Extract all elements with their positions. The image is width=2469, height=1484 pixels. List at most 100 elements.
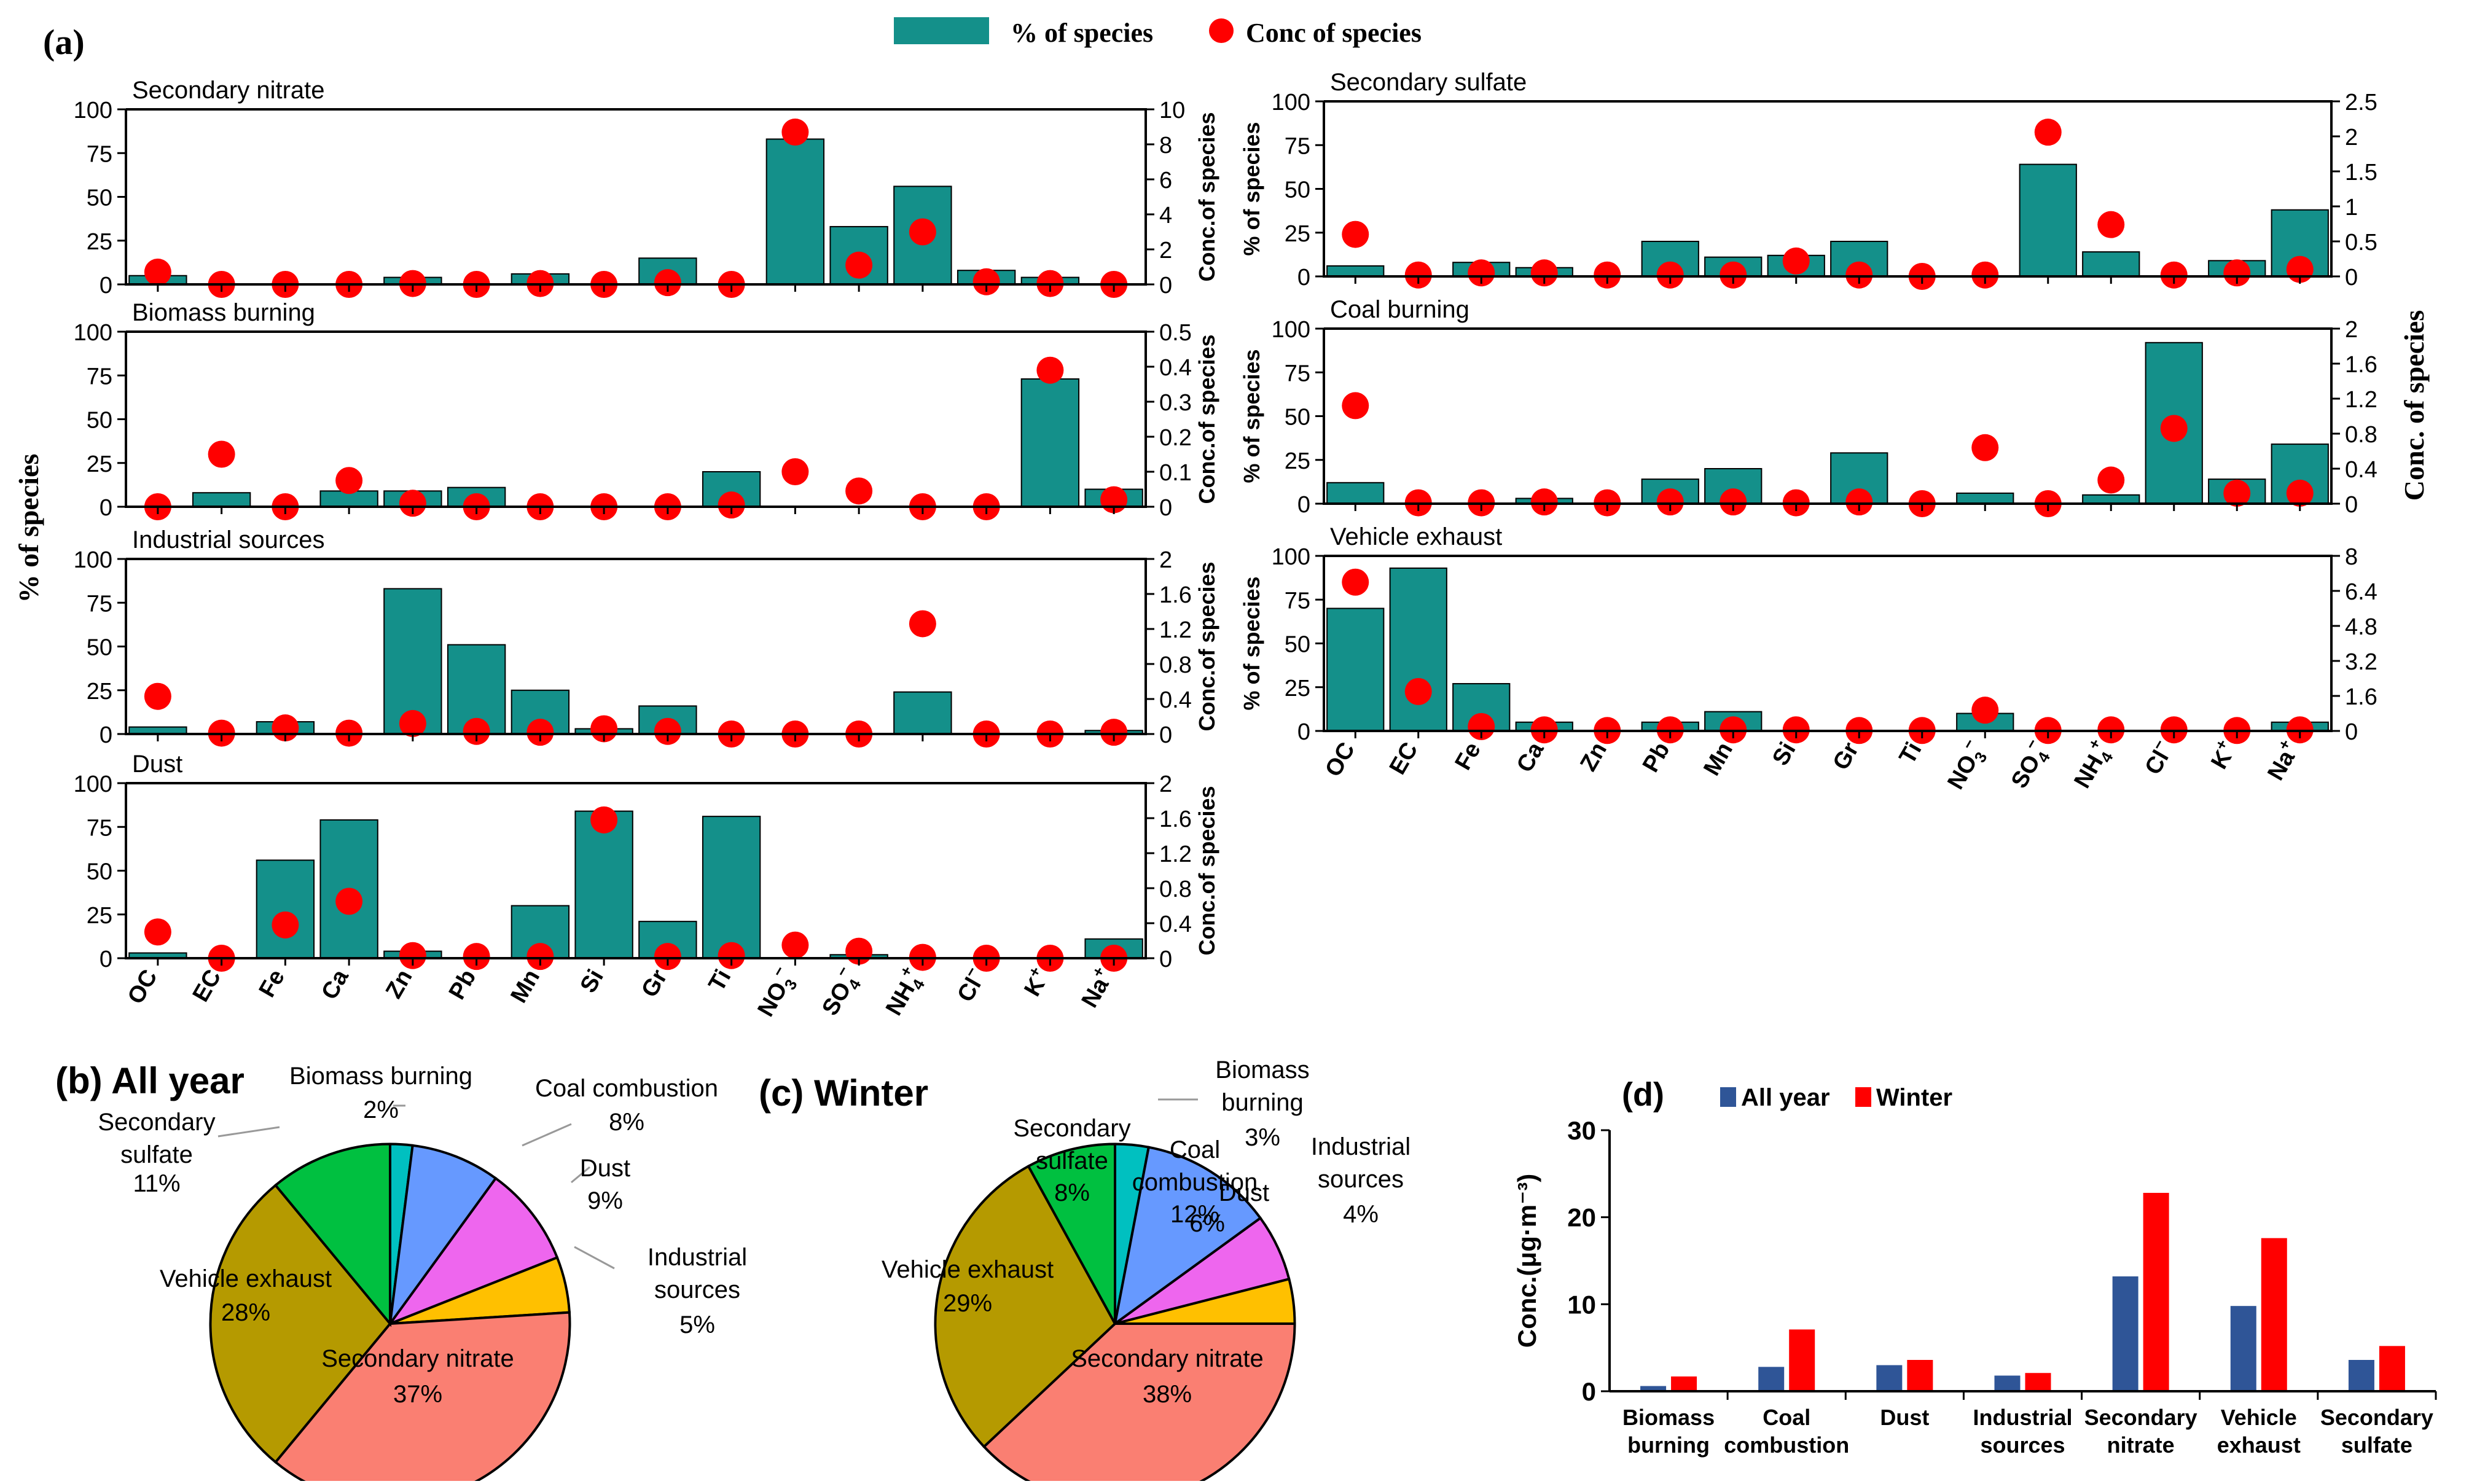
dot-no — [781, 119, 809, 146]
y2-tick-label: 0.1 — [1159, 460, 1192, 486]
dot-zn — [1594, 261, 1621, 289]
y2-tick-label: 2 — [1159, 238, 1172, 264]
y2-tick-label: 0 — [1159, 495, 1172, 521]
pie-slice-secondary-sulfate — [1027, 1142, 1116, 1324]
dot-oc — [1342, 221, 1369, 248]
y2-tick-label: 0.8 — [1159, 652, 1192, 678]
dot-mn — [526, 943, 554, 970]
dot-fe — [1468, 713, 1495, 740]
category-label-line2: sulfate — [2341, 1432, 2412, 1458]
dot-ca — [1530, 488, 1558, 516]
slice-label: Secondary — [1013, 1115, 1130, 1142]
dot-mn — [1720, 261, 1747, 289]
y2-tick-label: 1.6 — [1159, 582, 1192, 608]
slice-label: Secondary — [98, 1109, 215, 1136]
y2-tick-label: 4.8 — [2345, 614, 2377, 640]
profile-title: Industrial sources — [132, 526, 324, 553]
profile-ylabel: % of species — [1239, 576, 1264, 710]
dot-cl — [2160, 261, 2188, 289]
dot-zn — [399, 709, 426, 737]
bar-no — [765, 138, 825, 285]
leader-line — [522, 1123, 572, 1147]
conc-bar-all-year — [1994, 1375, 2021, 1391]
panel-d-label: (d) — [1622, 1076, 1664, 1113]
y-tick-label: 50 — [87, 186, 112, 211]
dot-gr — [654, 717, 681, 745]
slice-label-line2: burning — [1221, 1089, 1303, 1116]
profile-industrial-sources: 0 25 50 75 100 0 0.4 0.8 1.2 1.6 2 Industrial sourc… — [74, 526, 1219, 748]
slice-percent: 29% — [943, 1290, 992, 1317]
dot-gr — [654, 269, 681, 297]
profile-title: Secondary nitrate — [132, 77, 325, 104]
bar-so — [2019, 163, 2077, 277]
dot-ti — [718, 942, 745, 969]
profile-title: Coal burning — [1330, 296, 1469, 323]
bar-si — [574, 810, 633, 959]
y2-tick-label: 2 — [1159, 547, 1172, 573]
slice-label: Coal combustion — [535, 1075, 718, 1102]
y2-tick-label: 2 — [1159, 771, 1172, 797]
category-label: Vehicle — [2221, 1405, 2297, 1430]
y-tick-label: 10 — [1567, 1290, 1596, 1319]
legend-label: All year — [1741, 1084, 1830, 1111]
y2-tick-label: 0 — [2345, 265, 2358, 291]
dot-zn — [399, 490, 426, 517]
slice-label-line2: sulfate — [120, 1141, 193, 1168]
y2-tick-label: 0.5 — [1159, 320, 1192, 346]
legend-conc-label: Conc of species — [1246, 18, 1422, 48]
profile-y2label: Conc.of species — [1194, 112, 1219, 281]
conc-bar-all-year — [2348, 1360, 2374, 1391]
y-tick-label: 30 — [1567, 1116, 1596, 1145]
dot-so — [845, 477, 873, 505]
pie-panel-title: (b) All year — [55, 1060, 245, 1101]
profile-y2label: Conc.of species — [1194, 334, 1219, 504]
y-tick-label: 50 — [1285, 178, 1310, 203]
y-tick-label: 25 — [1285, 448, 1310, 474]
y-tick-label: 25 — [87, 903, 112, 929]
y2-tick-label: 2 — [2345, 125, 2358, 150]
slice-label: Vehicle exhaust — [882, 1256, 1054, 1283]
y2-tick-label: 0 — [1159, 947, 1172, 972]
leader-line — [217, 1126, 280, 1138]
profile-secondary-sulfate: 0 25 50 75 100 0 0.5 1 1.5 2 2.5 Secondary sulfate%… — [1239, 69, 2377, 291]
y-tick-label: 0 — [100, 495, 112, 521]
y2-tick-label: 0.8 — [1159, 877, 1192, 902]
dot-gr — [1845, 488, 1873, 516]
profile-coal-burning: 0 25 50 75 100 0 0.4 0.8 1.2 1.6 2 Coal burning % of… — [1239, 296, 2377, 518]
conc-bar-winter — [2379, 1346, 2405, 1391]
dot-so — [845, 251, 873, 279]
y-tick-label: 50 — [87, 635, 112, 661]
panel-d-ylabel: Conc.(μg·m⁻³) — [1512, 1174, 1541, 1348]
top-legend: % of species Conc of species — [894, 17, 1422, 48]
pie-winter: (c) Winter Biomass burning 3% Coal combustion… — [759, 1056, 1411, 1484]
dot-si — [590, 806, 618, 834]
profile-title: Dust — [132, 751, 182, 778]
y2-tick-label: 1.2 — [2345, 387, 2377, 413]
pie-all-year: (b) All year Biomass burning 2% Coal combus… — [55, 1060, 747, 1484]
dot-ec — [208, 440, 235, 468]
dot-ca — [335, 467, 363, 494]
y2-tick-label: 0 — [2345, 719, 2358, 745]
dot-na — [2286, 479, 2314, 507]
dot-pb — [463, 717, 490, 745]
slice-percent: 6% — [1189, 1210, 1225, 1237]
category-label-line2: exhaust — [2217, 1432, 2301, 1458]
y2-tick-label: 2 — [2345, 317, 2358, 343]
y-tick-label: 50 — [87, 859, 112, 885]
bar-nh — [2082, 494, 2140, 504]
y-tick-label: 25 — [87, 229, 112, 255]
slice-label: Vehicle exhaust — [160, 1265, 332, 1292]
legend-conc-dot — [1209, 18, 1234, 43]
y2-tick-label: 4 — [1159, 203, 1172, 228]
conc-bar-winter — [1789, 1329, 1815, 1391]
slice-label: Coal — [1170, 1136, 1220, 1163]
dot-ca — [1530, 259, 1558, 287]
conc-bar-all-year — [2112, 1276, 2138, 1391]
conc-bar-winter — [1671, 1376, 1697, 1391]
y-tick-label: 100 — [74, 98, 112, 123]
bar-ti — [702, 816, 761, 959]
pie-slice-coal-combustion — [389, 1144, 498, 1325]
conc-bar-winter — [1907, 1360, 1933, 1391]
